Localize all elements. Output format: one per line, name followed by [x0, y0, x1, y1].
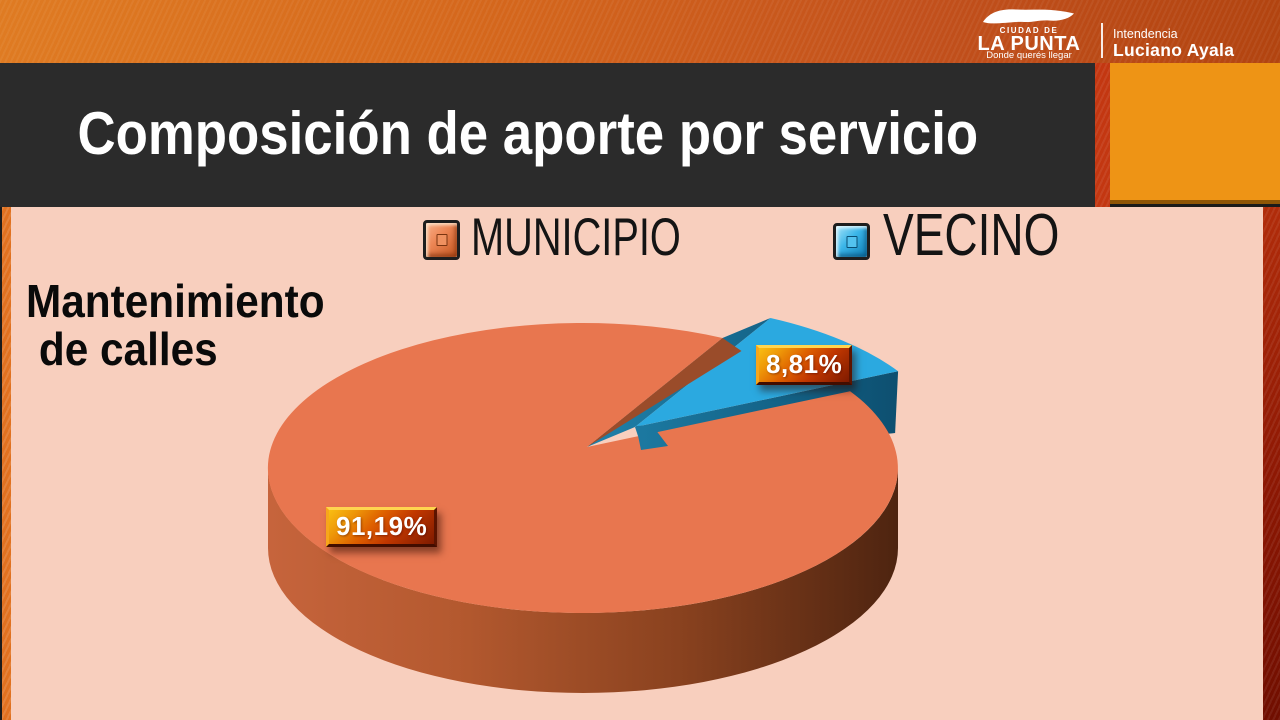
legend-marker-vecino-core	[846, 235, 857, 248]
accent-strip-red-top	[1095, 63, 1110, 207]
accent-strip-right	[1263, 207, 1280, 720]
logo-swoosh-icon	[983, 9, 1074, 24]
data-label-vecino: 8,81%	[756, 345, 853, 385]
slide-title: Composición de aporte por servicio	[77, 100, 979, 167]
header-separator	[1101, 23, 1103, 58]
header-bar: CIUDAD DE LA PUNTA Donde querés llegar I…	[0, 0, 1280, 63]
category-label-line1: Mantenimiento	[26, 275, 325, 327]
logo-city-name: LA PUNTA	[977, 33, 1081, 55]
category-label-line2: de calles	[38, 323, 218, 375]
intendencia-label: Intendencia	[1113, 27, 1178, 41]
data-label-municipio: 91,19%	[326, 507, 438, 547]
legend-marker-vecino-icon	[833, 223, 870, 260]
logo-tagline: Donde querés llegar	[986, 50, 1072, 61]
accent-box-orange	[1110, 63, 1280, 204]
legend-label-municipio: MUNICIPIO	[471, 208, 681, 267]
accent-strip-left	[2, 207, 11, 720]
legend-label-vecino: VECINO	[883, 202, 1060, 268]
logo-city-top: CIUDAD DE	[999, 26, 1059, 35]
legend-marker-municipio-core	[436, 234, 447, 246]
title-bar: Composición de aporte por servicio	[0, 63, 1097, 207]
legend-marker-municipio-icon	[423, 220, 460, 260]
intendencia-name: Luciano Ayala	[1113, 40, 1235, 60]
category-label: Mantenimiento de calles	[26, 277, 325, 373]
